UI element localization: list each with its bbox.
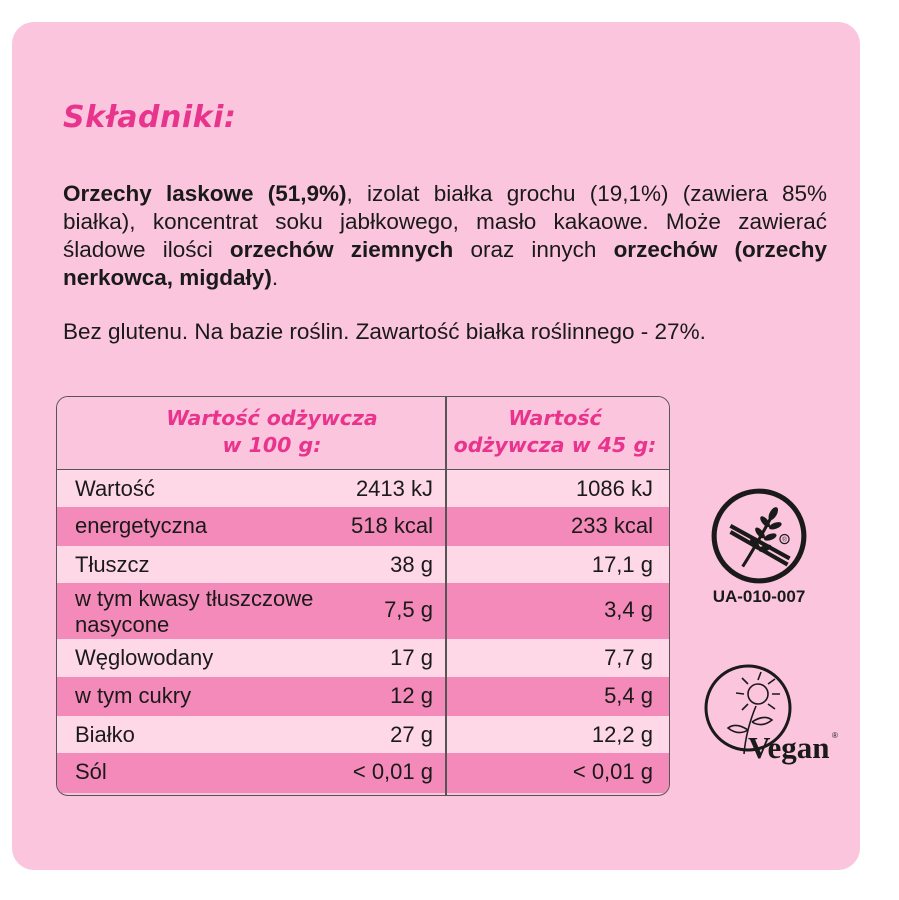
row-label: Tłuszcz	[75, 552, 150, 577]
table-row: w tym kwasy tłuszczowe nasycone 7,5 g 3,…	[57, 583, 669, 639]
row-label: Sól	[75, 759, 107, 784]
allergen-nuts: orzechów (orzechy nerkowca, migdały)	[63, 237, 827, 290]
row-value-100g: 38 g	[390, 552, 433, 577]
header-per-45g-line1: Wartość	[508, 406, 602, 430]
row-value-45g: 233 kcal	[571, 513, 653, 538]
row-value-45g: 12,2 g	[591, 722, 653, 747]
header-per-45g-line2: odżywcza w 45 g:	[453, 433, 657, 457]
row-value-45g: 1086 kJ	[575, 476, 653, 501]
row-value-45g: 3,4 g	[604, 597, 653, 622]
nutrition-table: Wartość odżywcza w 100 g: Wartość odżywc…	[56, 396, 670, 796]
table-row: Wartość 2413 kJ 1086 kJ	[57, 470, 669, 507]
crossed-grain-icon: ®	[708, 485, 810, 587]
row-value-45g: 7,7 g	[604, 645, 653, 670]
table-row: Białko 27 g 12,2 g	[57, 716, 669, 753]
row-label: Białko	[75, 722, 135, 747]
ingredients-rest-2: oraz innych	[453, 237, 614, 262]
table-row: Sól < 0,01 g < 0,01 g	[57, 753, 669, 793]
ingredients-heading: Składniki:	[63, 100, 237, 135]
ingredients-rest-1: , izolat białka grochu (19,1%) (zawiera …	[63, 181, 827, 262]
vegan-word: Vegan	[748, 730, 830, 765]
vegan-sunflower-icon: Vegan ®	[700, 658, 840, 778]
row-value-45g: 5,4 g	[604, 683, 653, 708]
column-divider	[445, 397, 447, 795]
gluten-free-code: UA-010-007	[712, 587, 806, 606]
row-label: energetyczna	[75, 513, 208, 538]
row-value-100g: 27 g	[390, 722, 433, 747]
row-label: w tym cukry	[75, 683, 192, 708]
row-value-100g: < 0,01 g	[352, 759, 433, 784]
row-label: w tym kwasy tłuszczowe nasycone	[75, 586, 313, 638]
allergen-peanuts: orzechów ziemnych	[229, 237, 454, 262]
registered-mark: ®	[782, 537, 787, 544]
header-per-100g-line2: w 100 g:	[222, 433, 322, 457]
header-per-100g-line1: Wartość odżywcza	[166, 406, 378, 430]
row-value-45g: 17,1 g	[591, 552, 653, 577]
vegan-registered-mark: ®	[832, 731, 838, 740]
table-row: Tłuszcz 38 g 17,1 g	[57, 546, 669, 583]
row-label: Węglowodany	[75, 645, 214, 670]
row-label-line2: nasycone	[75, 612, 170, 637]
header-divider	[57, 469, 669, 471]
row-label: Wartość	[75, 476, 155, 501]
ingredients-rest-3: .	[271, 265, 279, 290]
row-value-100g: 7,5 g	[384, 597, 433, 622]
header-per-100g: Wartość odżywcza w 100 g:	[87, 405, 457, 459]
row-value-100g: 2413 kJ	[355, 476, 433, 501]
row-value-100g: 12 g	[390, 683, 433, 708]
nutrition-table-header: Wartość odżywcza w 100 g: Wartość odżywc…	[57, 397, 669, 469]
nutrition-rows: Wartość 2413 kJ 1086 kJ energetyczna 518…	[57, 470, 669, 793]
diet-note: Bez glutenu. Na bazie roślin. Zawartość …	[63, 319, 706, 344]
row-value-100g: 17 g	[390, 645, 433, 670]
row-label-line1: w tym kwasy tłuszczowe	[75, 586, 314, 611]
ingredient-hazelnuts: Orzechy laskowe (51,9%)	[63, 181, 347, 206]
row-value-45g: < 0,01 g	[572, 759, 653, 784]
table-row: energetyczna 518 kcal 233 kcal	[57, 507, 669, 546]
table-row: Węglowodany 17 g 7,7 g	[57, 639, 669, 677]
header-per-45g: Wartość odżywcza w 45 g:	[445, 405, 665, 459]
ingredients-text: Orzechy laskowe (51,9%), izolat białka g…	[63, 180, 827, 292]
table-row: w tym cukry 12 g 5,4 g	[57, 677, 669, 716]
row-value-100g: 518 kcal	[351, 513, 433, 538]
